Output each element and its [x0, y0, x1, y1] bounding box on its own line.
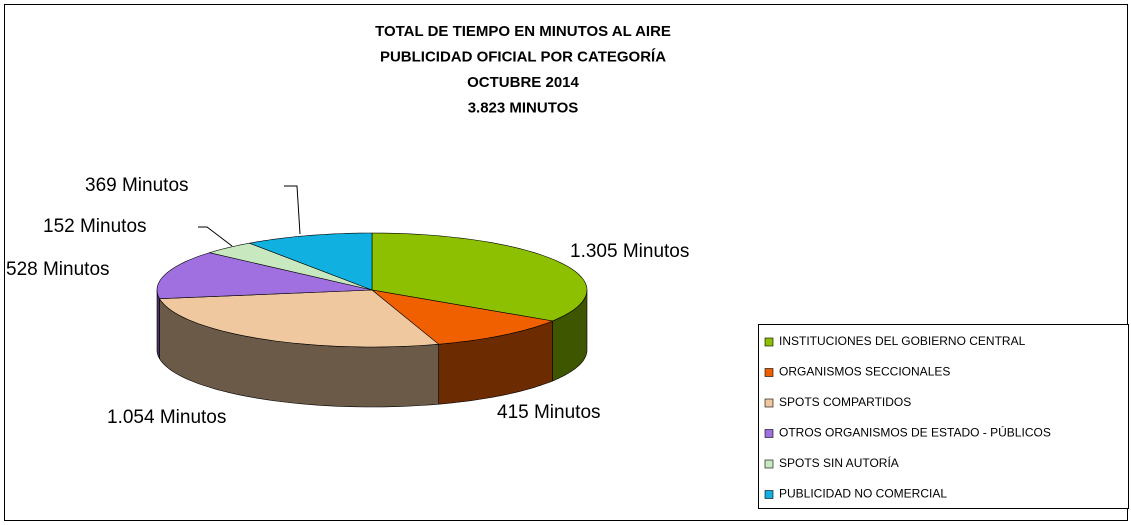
legend-swatch	[764, 368, 774, 377]
legend-swatch	[764, 490, 774, 499]
data-label: 369 Minutos	[85, 175, 189, 196]
data-label: 528 Minutos	[6, 259, 110, 280]
slice	[370, 289, 554, 345]
legend-label: SPOTS SIN AUTORÍA	[779, 455, 899, 470]
slice	[156, 252, 373, 300]
chart-title: 3.823 MINUTOS	[468, 99, 579, 116]
legend-label: SPOTS COMPARTIDOS	[779, 395, 911, 409]
slice	[248, 232, 373, 291]
legend-swatch	[764, 459, 774, 469]
chart-title: TOTAL DE TIEMPO EN MINUTOS AL AIRE	[375, 23, 671, 40]
legend-label: OTROS ORGANISMOS DE ESTADO - PÚBLICOS	[779, 425, 1051, 440]
chart-title: PUBLICIDAD OFICIAL POR CATEGORÍA	[380, 48, 666, 65]
legend-box	[758, 324, 1129, 509]
data-label: 1.054 Minutos	[107, 407, 226, 428]
data-label: 415 Minutos	[497, 402, 601, 423]
chart-title: OCTUBRE 2014	[467, 74, 579, 91]
legend-swatch	[764, 337, 774, 347]
legend-label: PUBLICIDAD NO COMERCIAL	[779, 487, 947, 501]
legend-swatch	[764, 398, 774, 408]
data-label: 152 Minutos	[43, 216, 147, 237]
legend-label: INSTITUCIONES DEL GOBIERNO CENTRAL	[779, 334, 1026, 348]
leader-line	[198, 226, 233, 247]
legend-swatch	[764, 429, 774, 438]
slice	[158, 289, 440, 348]
slice	[208, 242, 373, 291]
slice-side	[156, 290, 160, 359]
legend-label: ORGANISMOS SECCIONALES	[779, 365, 950, 379]
leader-line	[284, 185, 301, 235]
data-label: 1.305 Minutos	[570, 241, 689, 262]
